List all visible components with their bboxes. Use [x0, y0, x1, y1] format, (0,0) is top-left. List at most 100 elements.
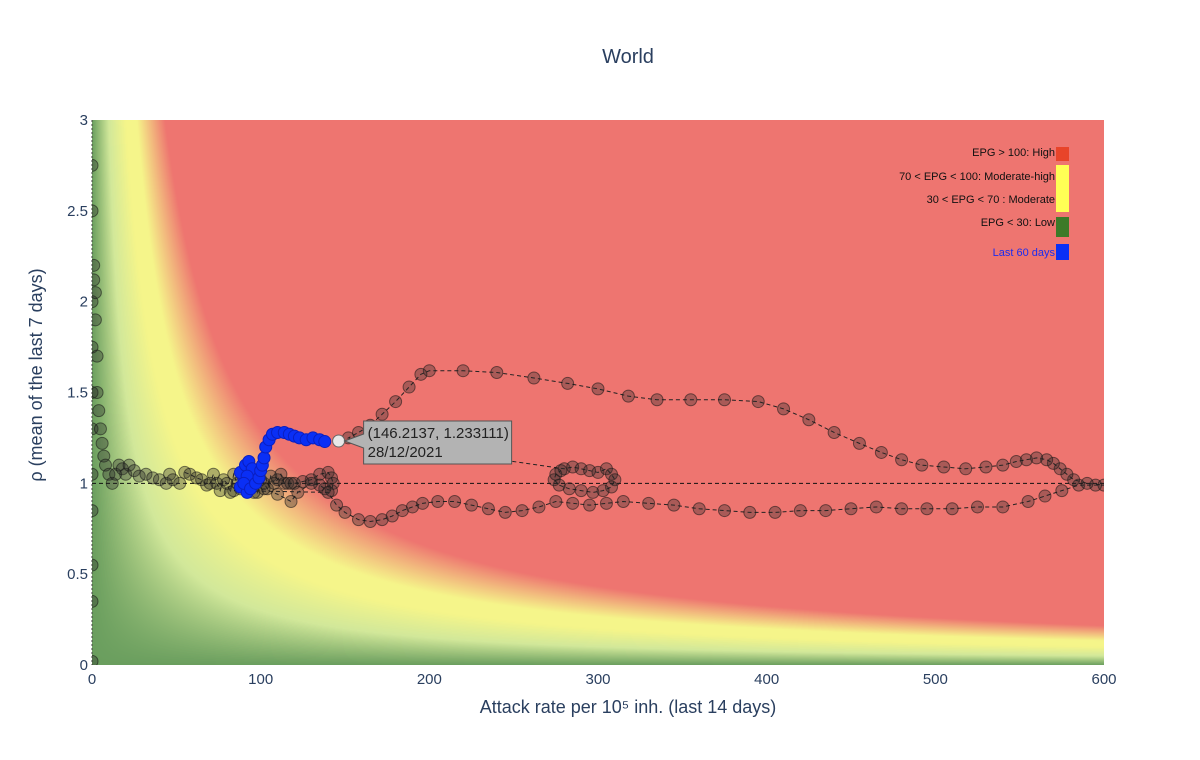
- history-point: [667, 498, 681, 512]
- history-point: [281, 476, 295, 490]
- legend-label-moderate-high: 70 < EPG < 100: Moderate-high: [899, 171, 1055, 183]
- x-tick-label: 500: [923, 671, 948, 688]
- history-point: [1053, 462, 1067, 476]
- history-point: [642, 496, 656, 510]
- history-point: [1021, 495, 1035, 508]
- history-point: [1040, 453, 1054, 467]
- history-point: [591, 382, 605, 396]
- history-point: [92, 467, 99, 481]
- history-point: [1030, 451, 1044, 465]
- x-tick-label: 400: [754, 671, 779, 688]
- history-point: [414, 367, 428, 381]
- hovered-point[interactable]: [332, 434, 346, 448]
- history-point: [718, 504, 731, 518]
- legend-label-low: EPG < 30: Low: [981, 217, 1055, 229]
- history-point: [183, 467, 197, 481]
- x-tick-label: 100: [248, 671, 273, 688]
- history-point: [591, 465, 605, 479]
- chart-title: World: [602, 46, 654, 68]
- x-tick-label: 0: [88, 671, 96, 688]
- history-point: [351, 513, 365, 527]
- y-tick-label: 2.5: [67, 203, 88, 220]
- history-point: [92, 654, 99, 665]
- history-point: [996, 500, 1010, 514]
- history-point: [422, 364, 436, 378]
- history-point: [692, 502, 706, 516]
- history-point: [1060, 467, 1074, 481]
- risk-zone-background: [92, 120, 1104, 665]
- history-point: [596, 484, 610, 498]
- history-point: [895, 453, 909, 467]
- x-tick-label: 600: [1091, 671, 1116, 688]
- history-point: [92, 273, 101, 287]
- legend-swatch-high: [1056, 147, 1069, 161]
- history-point: [92, 404, 106, 418]
- history-point: [1038, 489, 1052, 503]
- history-point: [515, 504, 529, 518]
- legend-label-moderate: 30 < EPG < 70 : Moderate: [927, 194, 1055, 206]
- history-point: [481, 502, 495, 516]
- y-tick-label: 0: [80, 657, 88, 674]
- history-point: [92, 286, 102, 300]
- history-point: [92, 258, 101, 272]
- history-point: [777, 402, 791, 416]
- history-point: [431, 495, 445, 508]
- history-point: [527, 371, 541, 385]
- history-point: [402, 380, 416, 394]
- history-point: [490, 366, 504, 380]
- history-point: [1055, 484, 1069, 498]
- history-point: [277, 476, 291, 490]
- history-point: [92, 594, 99, 608]
- history-point: [321, 485, 335, 499]
- history-point: [338, 505, 352, 519]
- y-tick-label: 3: [80, 112, 88, 129]
- history-point: [92, 349, 104, 363]
- legend-swatch-moderate: [1056, 165, 1069, 212]
- history-point: [621, 389, 635, 403]
- hover-tooltip-date: 28/12/2021: [368, 444, 443, 461]
- history-point: [395, 504, 409, 518]
- history-point: [718, 393, 731, 407]
- history-point: [93, 422, 107, 436]
- plot-area[interactable]: [86, 120, 1110, 667]
- history-point: [92, 386, 99, 399]
- history-point: [139, 467, 153, 481]
- history-point: [979, 460, 993, 474]
- x-tick-label: 200: [417, 671, 442, 688]
- y-tick-label: 0.5: [67, 566, 88, 583]
- history-point: [1067, 473, 1081, 487]
- x-tick-label: 300: [585, 671, 610, 688]
- history-point: [608, 473, 622, 487]
- history-point: [561, 376, 575, 390]
- history-point: [895, 502, 909, 516]
- history-point: [1019, 453, 1033, 467]
- y-tick-label: 1: [80, 475, 88, 492]
- history-point: [271, 487, 285, 501]
- history-point: [363, 514, 377, 528]
- last-60-days-series: [233, 425, 332, 499]
- history-point: [586, 485, 600, 499]
- legend-label-high: EPG > 100: High: [972, 147, 1055, 159]
- history-point: [650, 393, 664, 407]
- history-point: [827, 425, 841, 439]
- last-60-days-point: [257, 451, 271, 465]
- history-point: [562, 482, 576, 496]
- hover-tooltip-box: [343, 420, 513, 465]
- history-point: [532, 500, 546, 514]
- history-point: [852, 436, 866, 450]
- history-point: [416, 496, 430, 510]
- history-point: [915, 458, 929, 472]
- history-point: [874, 445, 888, 459]
- history-point: [210, 476, 224, 490]
- history-point: [844, 502, 858, 516]
- history-point: [405, 500, 419, 514]
- history-point: [996, 458, 1010, 472]
- history-point: [92, 504, 99, 518]
- history-point: [92, 422, 99, 436]
- history-point: [768, 505, 782, 519]
- y-axis-ticks: 0 0.5 1 1.5 2 2.5 3: [67, 112, 88, 674]
- history-point: [465, 498, 478, 512]
- history-point: [190, 471, 204, 485]
- history-point: [604, 480, 618, 494]
- history-point: [92, 558, 99, 572]
